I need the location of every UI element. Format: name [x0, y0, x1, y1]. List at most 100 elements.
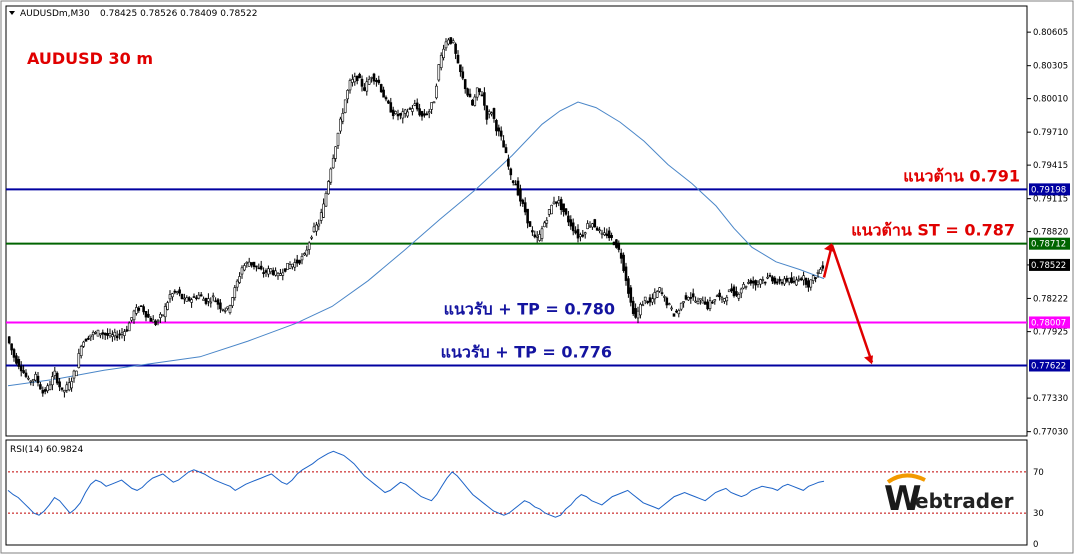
candle-body: [43, 389, 47, 392]
candle-body: [77, 353, 81, 369]
y-tick-label: 0.78222: [1033, 294, 1068, 304]
candle-body: [766, 276, 769, 279]
candle-body: [269, 268, 273, 273]
candle-body: [339, 118, 342, 132]
candle-body: [192, 296, 196, 298]
candle-body: [435, 85, 438, 99]
candle-body: [598, 229, 601, 232]
candle-body: [646, 300, 649, 304]
candle-body: [17, 359, 21, 367]
candle-body: [718, 292, 721, 298]
candle-body: [331, 157, 335, 169]
y-tick-label: 0.78820: [1033, 228, 1068, 238]
candle-body: [691, 293, 695, 298]
candle-body: [39, 384, 42, 390]
candle-body: [319, 212, 323, 221]
candle-body: [507, 158, 510, 167]
candle-body: [223, 310, 227, 312]
menu-triangle-icon[interactable]: [9, 11, 15, 15]
candle-body: [725, 297, 729, 302]
candle-body: [240, 267, 244, 275]
candle-body: [334, 146, 337, 159]
candle-body: [353, 76, 357, 83]
candle-body: [821, 265, 825, 269]
candle-body: [799, 278, 803, 281]
candle-body: [550, 204, 553, 215]
candle-body: [463, 79, 467, 90]
candle-body: [432, 101, 436, 104]
candle-body: [672, 313, 676, 317]
candle-body: [639, 304, 642, 316]
candle-body: [636, 310, 640, 319]
candle-body: [751, 280, 755, 284]
candle-body: [603, 232, 606, 236]
logo-swoosh-icon: [886, 473, 926, 484]
candle-body: [70, 381, 73, 389]
candle-body: [389, 102, 393, 113]
candle-body: [814, 277, 817, 279]
candle-body: [293, 262, 297, 268]
candle-body: [543, 222, 546, 228]
candle-body: [425, 113, 429, 116]
candle-body: [564, 208, 568, 215]
candle-body: [516, 180, 520, 196]
candle-body: [267, 268, 270, 275]
price-axis: 0.80605 0.80305 0.80010 0.79710 0.79415 0.791…: [1027, 28, 1070, 550]
candle-body: [27, 377, 30, 380]
rsi-plot-area[interactable]: [5, 439, 1028, 546]
candle-body: [720, 297, 724, 300]
candle-body: [199, 294, 203, 297]
candle-body: [555, 201, 558, 204]
symbol-label: AUDUSDm,M30: [20, 9, 90, 19]
candle-body: [682, 301, 685, 304]
candle-body: [411, 108, 414, 112]
candle-body: [358, 73, 361, 79]
candle-body: [175, 291, 179, 293]
candle-body: [103, 332, 107, 336]
candle-body: [197, 294, 201, 299]
y-tick-label: 0.80305: [1033, 62, 1068, 72]
candle-body: [106, 333, 109, 336]
candle-body: [123, 331, 126, 336]
candle-body: [91, 331, 95, 336]
rsi-line: [7, 450, 825, 518]
candle-body: [183, 297, 186, 300]
y-tick-label: 0.79710: [1033, 128, 1068, 138]
candle-body: [478, 88, 481, 93]
candle-body: [19, 366, 23, 372]
candle-body: [747, 282, 750, 284]
candle-body: [214, 300, 217, 303]
candle-body: [624, 266, 628, 281]
main-plot-area[interactable]: [5, 5, 1028, 437]
candle-body: [653, 292, 657, 300]
candle-body: [768, 275, 772, 277]
candle-body: [679, 302, 683, 310]
candle-body: [360, 78, 364, 87]
candle-body: [408, 108, 412, 110]
candle-body: [792, 280, 796, 283]
level-label: แนวต้าน 0.791: [903, 166, 1020, 185]
candle-body: [487, 111, 491, 115]
candle-body: [528, 221, 532, 227]
price-tag: [1029, 359, 1070, 372]
candle-body: [185, 297, 189, 302]
price-tag: [1029, 183, 1070, 196]
candle-body: [701, 300, 705, 304]
candle-body: [384, 97, 388, 100]
candle-body: [684, 295, 688, 300]
candle-body: [312, 226, 316, 232]
candle-body: [84, 338, 88, 342]
candle-body: [209, 301, 213, 304]
candle-body: [569, 219, 573, 227]
candle-body: [579, 234, 582, 238]
candle-body: [430, 102, 433, 110]
candle-body: [283, 268, 287, 272]
candle-body: [15, 355, 18, 364]
candle-body: [46, 385, 49, 392]
price-tag-text: 0.78522: [1031, 261, 1066, 271]
candle-body: [396, 113, 400, 117]
candle-body: [355, 75, 359, 82]
candle-body: [307, 242, 311, 250]
candle-body: [706, 301, 709, 310]
candle-body: [610, 235, 613, 238]
